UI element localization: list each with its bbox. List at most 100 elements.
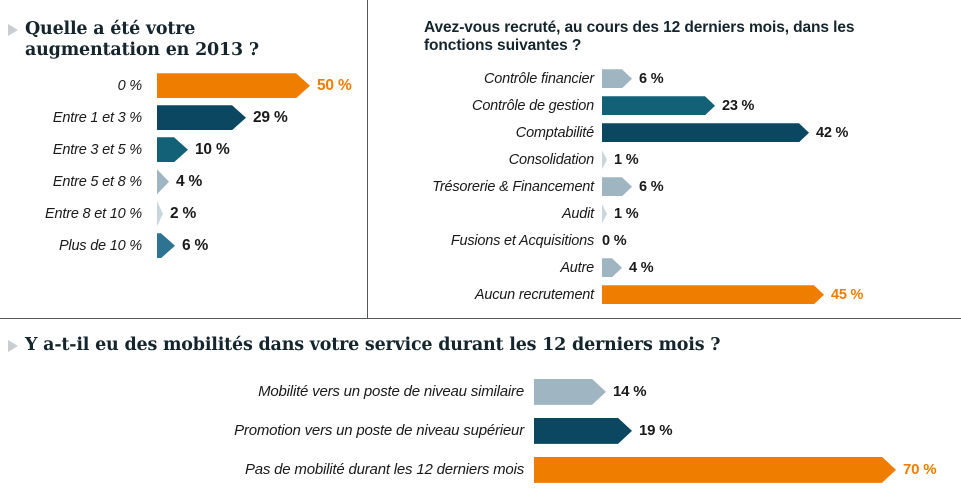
value-label: 42 % (816, 124, 849, 141)
bar-row: Fusions et Acquisitions 0 % (368, 227, 961, 254)
category-label: Audit (561, 205, 594, 222)
value-label: 29 % (253, 108, 288, 126)
bar-area: 2 % (157, 201, 367, 227)
arrow-bar (157, 201, 163, 227)
bar-row: Aucun recrutement 45 % (368, 281, 961, 308)
bar-area: 0 % (602, 233, 961, 249)
category-label: Comptabilité (515, 124, 594, 141)
arrow-bar (602, 258, 622, 278)
bar-area: 23 % (602, 96, 961, 116)
bar-row: Entre 5 et 8 % 4 % (0, 166, 367, 198)
chart-title-text: Y a-t-il eu des mobilités dans votre ser… (25, 335, 721, 355)
category-label: Aucun recrutement (474, 286, 594, 303)
arrow-bar (602, 69, 632, 89)
chart-title-augmentation: Quelle a été votre augmentation en 2013 … (0, 19, 313, 62)
bar-row: Contrôle de gestion 23 % (368, 92, 961, 119)
bar-chart-mobilites: Mobilité vers un poste de niveau similai… (0, 372, 961, 489)
arrow-bar (602, 96, 715, 116)
triangle-bullet-icon (8, 24, 18, 36)
value-label: 0 % (602, 232, 627, 249)
category-label: 0 % (117, 77, 143, 94)
category-label: Plus de 10 % (58, 237, 142, 254)
chart-mobilites: Y a-t-il eu des mobilités dans votre ser… (0, 319, 961, 499)
value-label: 14 % (613, 383, 647, 401)
value-label: 45 % (831, 286, 864, 303)
value-label: 1 % (614, 151, 639, 168)
bar-area: 4 % (602, 258, 961, 278)
bar-area: 14 % (534, 378, 961, 405)
value-label: 23 % (722, 97, 755, 114)
value-label: 19 % (639, 422, 673, 440)
bar-row: Comptabilité 42 % (368, 119, 961, 146)
value-label: 70 % (903, 461, 937, 479)
arrow-bar (534, 378, 606, 405)
value-label: 4 % (176, 172, 203, 190)
arrow-bar (157, 233, 175, 259)
triangle-bullet-icon (8, 340, 18, 352)
chart-recrutement: Avez-vous recruté, au cours des 12 derni… (368, 0, 961, 318)
value-label: 2 % (170, 204, 197, 222)
bar-row: Trésorerie & Financement 6 % (368, 173, 961, 200)
arrow-bar (157, 137, 188, 163)
bar-row: Autre 4 % (368, 254, 961, 281)
top-charts-row: Quelle a été votre augmentation en 2013 … (0, 0, 961, 319)
bar-area: 6 % (602, 177, 961, 197)
bar-area: 6 % (157, 233, 367, 259)
bar-row: Plus de 10 % 6 % (0, 230, 367, 262)
arrow-bar (602, 177, 632, 197)
category-label: Entre 1 et 3 % (52, 109, 142, 126)
category-label: Mobilité vers un poste de niveau similai… (258, 383, 524, 401)
arrow-bar (602, 123, 809, 143)
bar-chart-augmentation: 0 % 50 % Entre 1 et 3 % 29 % Entre 3 et 5 % 1… (0, 70, 367, 262)
chart-title-mobilites: Y a-t-il eu des mobilités dans votre ser… (0, 335, 908, 356)
category-label: Trésorerie & Financement (432, 178, 594, 195)
category-label: Fusions et Acquisitions (450, 232, 594, 249)
bar-chart-recrutement: Contrôle financier 6 % Contrôle de gestion… (368, 65, 961, 308)
bar-area: 1 % (602, 204, 961, 224)
arrow-bar (157, 169, 169, 195)
category-label: Entre 8 et 10 % (45, 205, 142, 222)
bar-area: 4 % (157, 169, 367, 195)
bar-area: 19 % (534, 417, 961, 444)
bar-area: 50 % (157, 73, 367, 99)
value-label: 6 % (639, 178, 664, 195)
bar-row: Promotion vers un poste de niveau supéri… (0, 411, 961, 450)
bar-row: Entre 3 et 5 % 10 % (0, 134, 367, 166)
bar-area: 10 % (157, 137, 367, 163)
bar-area: 6 % (602, 69, 961, 89)
arrow-bar (157, 105, 246, 131)
category-label: Contrôle financier (483, 70, 594, 87)
arrow-bar (602, 204, 607, 224)
category-label: Promotion vers un poste de niveau supéri… (234, 422, 524, 440)
arrow-bar (602, 150, 607, 170)
category-label: Contrôle de gestion (472, 97, 594, 114)
category-label: Entre 5 et 8 % (52, 173, 142, 190)
bar-row: Mobilité vers un poste de niveau similai… (0, 372, 961, 411)
bar-row: Entre 1 et 3 % 29 % (0, 102, 367, 134)
bar-area: 29 % (157, 105, 367, 131)
value-label: 6 % (639, 70, 664, 87)
value-label: 6 % (182, 236, 209, 254)
chart-title-text: Quelle a été votre augmentation en 2013 … (25, 19, 259, 61)
arrow-bar (534, 417, 632, 444)
bar-area: 42 % (602, 123, 961, 143)
value-label: 4 % (629, 259, 654, 276)
chart-title-text: Avez-vous recruté, au cours des 12 derni… (424, 19, 855, 55)
bar-row: Consolidation 1 % (368, 146, 961, 173)
arrow-bar (534, 456, 896, 483)
bar-area: 70 % (534, 456, 961, 483)
arrow-bar (157, 73, 310, 99)
chart-augmentation-2013: Quelle a été votre augmentation en 2013 … (0, 0, 368, 318)
bar-row: Contrôle financier 6 % (368, 65, 961, 92)
bar-row: Audit 1 % (368, 200, 961, 227)
value-label: 50 % (317, 76, 352, 94)
bar-area: 1 % (602, 150, 961, 170)
value-label: 1 % (614, 205, 639, 222)
bar-row: Pas de mobilité durant les 12 derniers m… (0, 450, 961, 489)
bar-row: Entre 8 et 10 % 2 % (0, 198, 367, 230)
category-label: Autre (560, 259, 594, 276)
chart-title-recrutement: Avez-vous recruté, au cours des 12 derni… (368, 19, 886, 55)
bar-area: 45 % (602, 285, 961, 305)
category-label: Pas de mobilité durant les 12 derniers m… (244, 461, 524, 479)
